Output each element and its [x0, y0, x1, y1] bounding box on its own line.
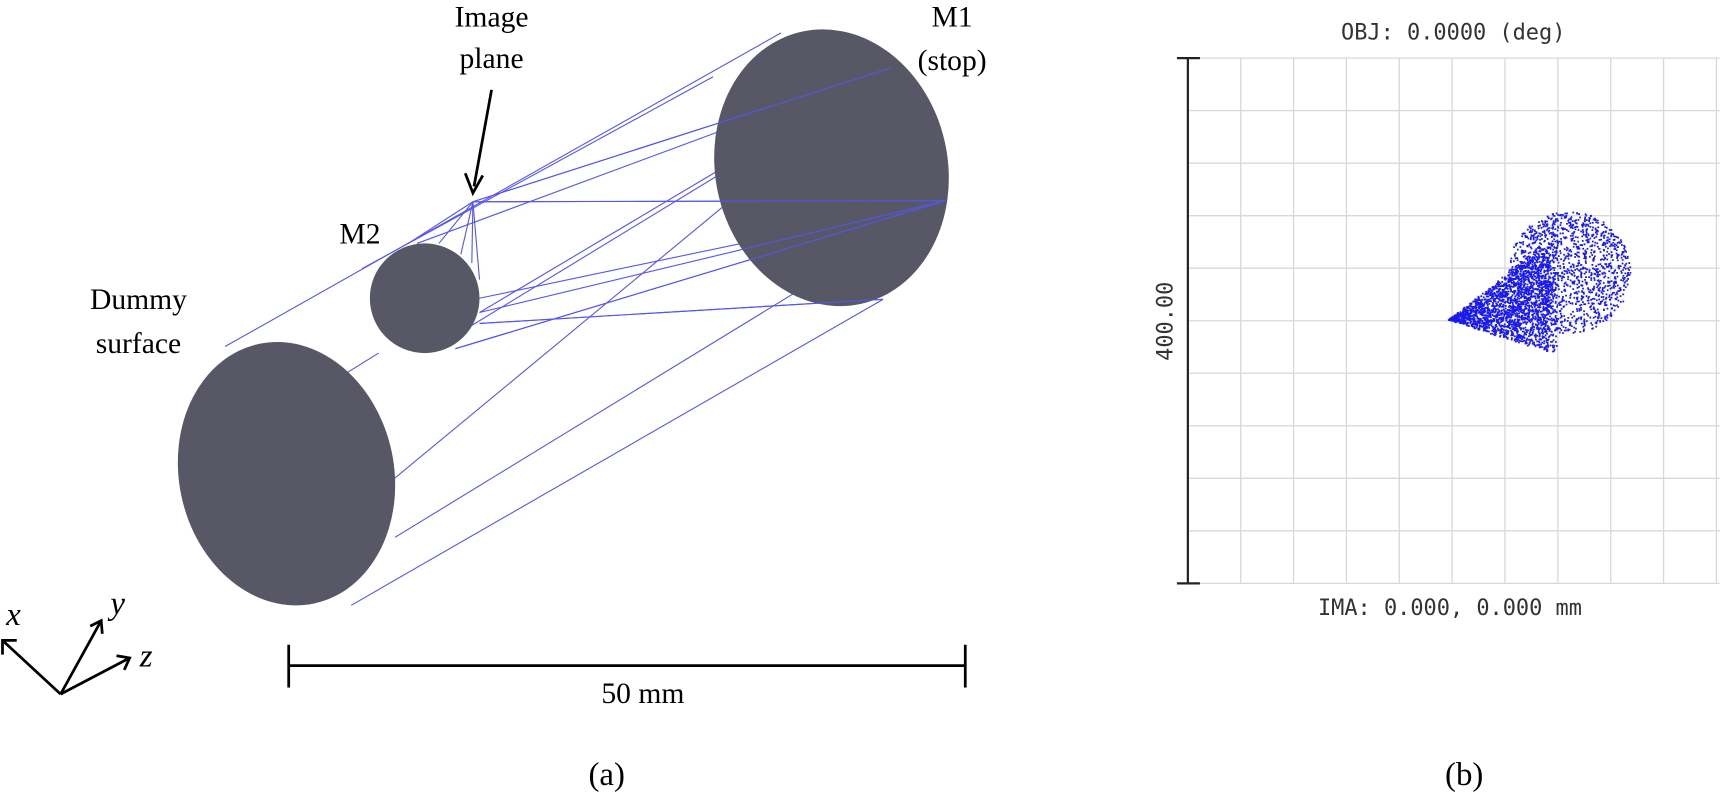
panel-a: Image plane M1 (stop) M2 Dummy surface x…	[1, 1, 987, 793]
label: M1	[932, 1, 973, 33]
axes-triad	[1, 618, 132, 696]
caption: (b)	[1445, 757, 1483, 793]
spot-diagram	[1447, 211, 1632, 353]
spot-title: OBJ: 0.0000 (deg)	[1341, 20, 1565, 45]
axis-label: z	[139, 639, 153, 675]
spot-footer: IMA: 0.000, 0.000 mm	[1318, 596, 1582, 621]
panel-b: OBJ: 0.0000 (deg) 400.00 IMA: 0.000, 0.0…	[1154, 20, 1720, 793]
scale-bar	[287, 644, 967, 688]
caption: (a)	[588, 757, 624, 793]
label: surface	[96, 328, 181, 360]
scale-label: 50 mm	[601, 678, 684, 710]
label: (stop)	[918, 45, 987, 77]
m2-shape	[369, 243, 480, 354]
spots	[1447, 211, 1632, 353]
arrow	[463, 89, 493, 197]
scale-label: 400.00	[1154, 282, 1179, 361]
axis-label: x	[5, 597, 21, 633]
label: Dummy	[90, 284, 187, 316]
dummy-surface-shape	[177, 342, 396, 606]
label: plane	[460, 43, 524, 75]
scale-axis	[1176, 57, 1200, 585]
label: Image	[455, 1, 529, 33]
axis-label: y	[107, 586, 125, 622]
label: M2	[339, 218, 380, 250]
m1-shape	[714, 29, 949, 307]
